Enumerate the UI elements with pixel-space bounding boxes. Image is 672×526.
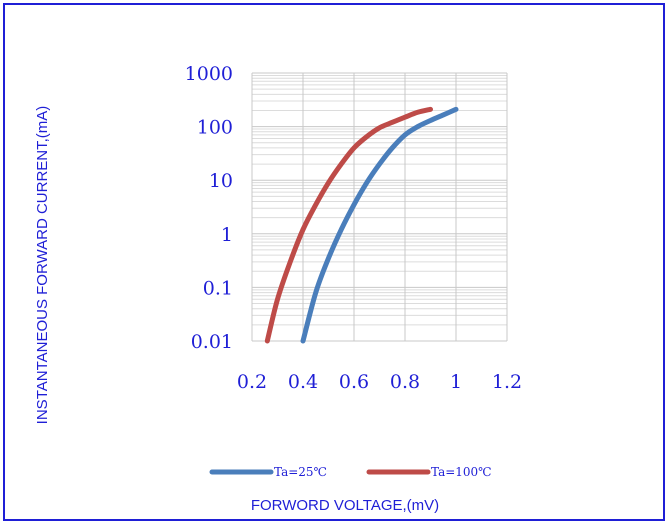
y-tick-label: 1	[221, 224, 233, 246]
chart-svg: 0.2 0.4 0.6 0.8 1 1.2 0.01 0.1 1 10 100 1000 INSTA…	[34, 63, 522, 514]
x-tick-label: 0.8	[390, 371, 420, 393]
series-line-25c	[300, 106, 459, 344]
x-tick-label: 0.4	[288, 371, 318, 393]
legend-label-100c: Ta=100℃	[431, 465, 492, 479]
x-axis-title: FORWORD VOLTAGE,(mV)	[251, 497, 439, 514]
x-tick-label: 0.6	[339, 371, 369, 393]
x-tick-labels: 0.2 0.4 0.6 0.8 1 1.2	[237, 371, 522, 393]
series-line-100c	[264, 106, 433, 344]
legend-label-25c: Ta=25℃	[274, 465, 327, 479]
y-tick-label: 1000	[185, 63, 233, 85]
legend: Ta=25℃ Ta=100℃	[209, 465, 492, 479]
plot-grid	[251, 72, 508, 342]
x-tick-label: 0.2	[237, 371, 267, 393]
x-tick-label: 1	[450, 371, 462, 393]
y-tick-label: 0.01	[191, 331, 233, 353]
y-tick-label: 100	[197, 117, 233, 139]
chart-frame: 0.2 0.4 0.6 0.8 1 1.2 0.01 0.1 1 10 100 1000 INSTA…	[3, 3, 665, 521]
y-tick-labels: 0.01 0.1 1 10 100 1000	[185, 63, 233, 353]
y-tick-label: 0.1	[203, 277, 233, 299]
y-tick-label: 10	[209, 170, 233, 192]
x-tick-label: 1.2	[492, 371, 522, 393]
series-lines	[264, 106, 459, 344]
y-axis-title: INSTANTANEOUS FORWARD CURRENT,(mA)	[34, 106, 51, 425]
